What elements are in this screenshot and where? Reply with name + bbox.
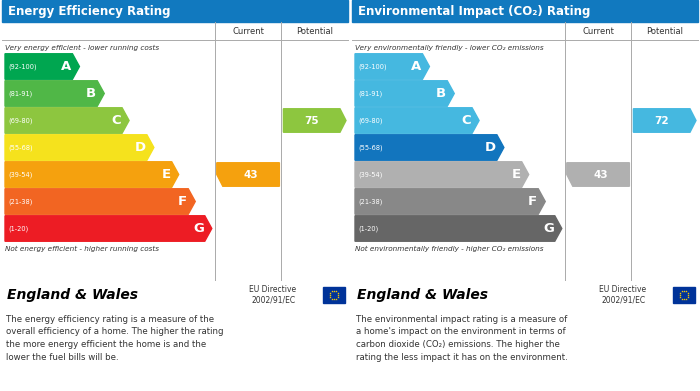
Text: Environmental Impact (CO₂) Rating: Environmental Impact (CO₂) Rating: [358, 5, 590, 18]
Bar: [2, 22, 348, 280]
Polygon shape: [355, 108, 479, 133]
Polygon shape: [5, 162, 178, 187]
Text: Not energy efficient - higher running costs: Not energy efficient - higher running co…: [5, 246, 159, 252]
Bar: [352, 280, 698, 310]
Text: (1-20): (1-20): [8, 225, 28, 232]
Text: Potential: Potential: [296, 27, 333, 36]
Text: The environmental impact rating is a measure of
a home's impact on the environme: The environmental impact rating is a mea…: [356, 315, 568, 362]
Text: D: D: [135, 141, 146, 154]
Text: Energy Efficiency Rating: Energy Efficiency Rating: [8, 5, 171, 18]
Text: (55-68): (55-68): [358, 144, 383, 151]
Text: (69-80): (69-80): [8, 117, 32, 124]
Polygon shape: [355, 54, 429, 79]
Text: E: E: [162, 168, 171, 181]
Text: 75: 75: [304, 115, 319, 126]
Text: C: C: [461, 114, 471, 127]
Polygon shape: [355, 162, 528, 187]
Text: (81-91): (81-91): [8, 90, 32, 97]
Text: (92-100): (92-100): [358, 63, 386, 70]
Bar: [2, 280, 348, 310]
Polygon shape: [355, 216, 562, 241]
Bar: [352, 0, 698, 22]
Text: G: G: [193, 222, 204, 235]
Text: Very environmentally friendly - lower CO₂ emissions: Very environmentally friendly - lower CO…: [355, 45, 544, 51]
Text: The energy efficiency rating is a measure of the
overall efficiency of a home. T: The energy efficiency rating is a measur…: [6, 315, 223, 362]
Text: G: G: [543, 222, 554, 235]
Text: D: D: [485, 141, 496, 154]
Text: F: F: [178, 195, 187, 208]
Text: B: B: [436, 87, 447, 100]
Text: E: E: [512, 168, 521, 181]
Text: England & Wales: England & Wales: [357, 288, 488, 302]
Text: (69-80): (69-80): [358, 117, 382, 124]
Text: 43: 43: [244, 170, 258, 179]
Polygon shape: [634, 109, 696, 132]
Text: F: F: [528, 195, 537, 208]
Text: C: C: [111, 114, 121, 127]
Text: Very energy efficient - lower running costs: Very energy efficient - lower running co…: [5, 45, 159, 51]
Polygon shape: [284, 109, 346, 132]
Text: A: A: [61, 60, 71, 73]
Text: (55-68): (55-68): [8, 144, 33, 151]
Bar: [323, 287, 345, 303]
Bar: [673, 287, 695, 303]
Text: 72: 72: [654, 115, 669, 126]
Text: (21-38): (21-38): [358, 198, 382, 205]
Polygon shape: [5, 54, 79, 79]
Text: Potential: Potential: [646, 27, 683, 36]
Polygon shape: [567, 163, 629, 186]
Text: (39-54): (39-54): [358, 171, 382, 178]
Polygon shape: [217, 163, 279, 186]
Text: 43: 43: [594, 170, 608, 179]
Text: (21-38): (21-38): [8, 198, 32, 205]
Text: (1-20): (1-20): [358, 225, 378, 232]
Text: B: B: [86, 87, 97, 100]
Polygon shape: [5, 135, 154, 160]
Polygon shape: [355, 81, 454, 106]
Text: A: A: [411, 60, 421, 73]
Text: Current: Current: [232, 27, 264, 36]
Text: (39-54): (39-54): [8, 171, 32, 178]
Text: EU Directive
2002/91/EC: EU Directive 2002/91/EC: [249, 285, 296, 305]
Text: Current: Current: [582, 27, 614, 36]
Text: EU Directive
2002/91/EC: EU Directive 2002/91/EC: [599, 285, 646, 305]
Text: (81-91): (81-91): [358, 90, 382, 97]
Text: (92-100): (92-100): [8, 63, 36, 70]
Polygon shape: [355, 189, 545, 214]
Polygon shape: [5, 216, 212, 241]
Polygon shape: [5, 81, 104, 106]
Text: Not environmentally friendly - higher CO₂ emissions: Not environmentally friendly - higher CO…: [355, 246, 543, 252]
Polygon shape: [5, 108, 129, 133]
Polygon shape: [355, 135, 504, 160]
Bar: [352, 22, 698, 280]
Bar: [2, 0, 348, 22]
Text: England & Wales: England & Wales: [7, 288, 138, 302]
Polygon shape: [5, 189, 195, 214]
